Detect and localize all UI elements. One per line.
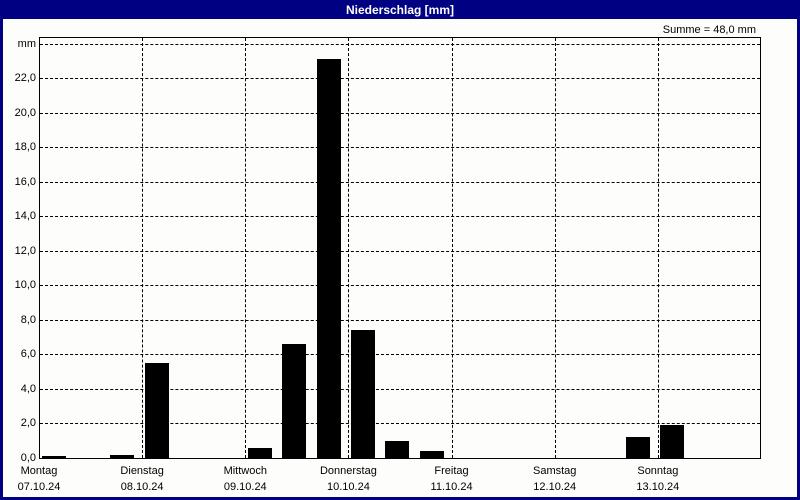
precipitation-bar [350,330,375,458]
precipitation-bar [110,454,135,458]
precipitation-bar [419,451,444,458]
chart-content: Summe = 48,0 mm 0,0 2,0 4,0 6,0 8,0 10,0 12,0 1… [3,19,797,497]
day-date: 11.10.24 [430,481,473,493]
precipitation-bar [316,59,341,458]
day-name: Donnerstag [319,465,377,477]
horizontal-gridline [40,354,760,356]
horizontal-gridline [40,216,760,218]
y-axis-tick-label: 10,0 [14,279,36,292]
day-date: 07.10.24 [17,481,61,493]
horizontal-gridline [40,43,760,45]
window-titlebar: Niederschlag [mm] [0,0,800,19]
y-axis-tick-label: 16,0 [14,175,36,188]
horizontal-gridline [40,181,760,183]
x-axis-day-label: Donnerstag 10.10.24 [320,463,377,495]
sum-annotation: Summe = 48,0 mm [662,24,756,36]
y-axis-tick-label: 6,0 [20,348,36,361]
y-axis-tick-label: 20,0 [14,106,36,119]
y-axis-tick-label: 22,0 [14,72,36,85]
day-name: Sonntag [637,465,679,477]
y-axis-tick-label: 4,0 [20,382,36,395]
day-name: Freitag [434,465,469,477]
horizontal-gridline [40,112,760,114]
precipitation-bar [247,447,272,458]
horizontal-gridline [40,388,760,390]
y-axis-tick-label: 0,0 [20,452,36,464]
precipitation-bar [41,456,66,458]
vertical-gridline [245,38,247,458]
x-axis-day-label: Dienstag 08.10.24 [120,463,163,495]
window-title: Niederschlag [mm] [345,2,455,17]
horizontal-gridline [40,147,760,149]
x-axis-day-label: Mittwoch 09.10.24 [224,463,267,495]
y-axis-tick-label: 14,0 [14,210,36,223]
day-date: 12.10.24 [533,481,577,493]
horizontal-gridline [40,423,760,425]
day-date: 09.10.24 [223,481,267,493]
day-name: Dienstag [120,465,164,477]
horizontal-gridline [40,250,760,252]
y-axis-tick-label: 8,0 [20,313,36,326]
precipitation-bar [385,440,410,458]
vertical-gridline [348,38,350,458]
x-axis-day-label: Montag 07.10.24 [18,463,61,495]
day-date: 13.10.24 [636,481,680,493]
vertical-gridline [451,38,453,458]
vertical-gridline [657,38,659,458]
y-axis-tick-label: 2,0 [20,417,36,430]
day-name: Mittwoch [223,465,267,477]
day-date: 08.10.24 [120,481,164,493]
vertical-gridline [142,38,144,458]
horizontal-gridline [40,78,760,80]
day-name: Montag [20,465,58,477]
day-date: 10.10.24 [327,481,370,493]
y-axis-tick-label: 12,0 [14,244,36,257]
precipitation-bar [660,425,685,458]
precipitation-bar [282,344,307,458]
y-axis-unit-label: mm [17,37,36,50]
horizontal-gridline [40,319,760,321]
y-axis-tick-label: 18,0 [14,141,36,154]
precipitation-bar [625,437,650,458]
plot-area [39,37,761,459]
x-axis-day-label: Sonntag 13.10.24 [636,463,679,495]
x-axis-day-label: Freitag 11.10.24 [431,463,473,495]
vertical-gridline [554,38,556,458]
x-axis-day-label: Samstag 12.10.24 [533,463,576,495]
day-name: Samstag [532,465,577,477]
precipitation-bar [144,363,169,458]
horizontal-gridline [40,285,760,287]
